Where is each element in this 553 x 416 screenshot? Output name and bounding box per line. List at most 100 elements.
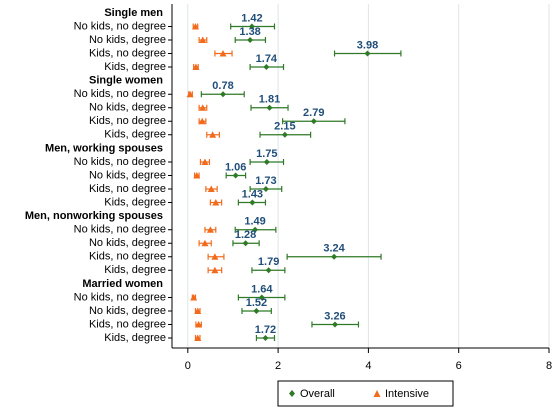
point (252, 226, 259, 233)
error-bar (207, 253, 225, 260)
legend-label: Intensive (385, 388, 429, 400)
error-bar (209, 199, 223, 206)
error-bar (282, 118, 346, 125)
y-tick-label: No kids, no degree (74, 156, 166, 168)
error-bar (198, 104, 208, 111)
point (331, 253, 338, 260)
error-bar (225, 172, 247, 179)
point (207, 185, 215, 192)
value-label: 2.15 (274, 121, 295, 133)
error-bar (255, 335, 276, 341)
y-tick-label: Kids, degree (104, 332, 166, 344)
x-tick-label: 4 (365, 360, 371, 372)
point (199, 36, 207, 43)
y-tick-label: No kids, degree (89, 169, 166, 181)
y-tick-label: No kids, no degree (74, 291, 166, 303)
point (263, 64, 270, 70)
error-bar (230, 23, 276, 30)
point (262, 186, 269, 192)
legend-label: Overall (300, 388, 335, 400)
error-bar (205, 185, 218, 192)
value-label: 1.73 (255, 175, 276, 187)
legend-marker (373, 390, 381, 397)
point (364, 50, 371, 57)
point (201, 158, 209, 165)
error-bar (251, 267, 286, 274)
y-tick-label: Kids, no degree (89, 47, 166, 59)
error-bar (207, 266, 223, 274)
error-bar (249, 159, 285, 165)
x-tick-label: 0 (185, 360, 191, 372)
point (199, 104, 207, 111)
y-tick-label: No kids, no degree (74, 20, 166, 32)
group-header: Single men (104, 7, 163, 19)
y-tick-label: Kids, degree (104, 264, 166, 276)
error-bar (249, 64, 285, 70)
error-bar (200, 91, 245, 98)
point (198, 117, 206, 125)
value-label: 1.52 (246, 297, 267, 309)
error-bar (204, 226, 217, 233)
legend-box (277, 380, 454, 407)
point (194, 334, 202, 341)
error-bar (311, 321, 360, 328)
value-label: 1.49 (244, 216, 265, 228)
error-bar (198, 239, 212, 247)
value-label: 1.43 (242, 188, 263, 200)
error-bar (191, 23, 199, 30)
point (195, 321, 203, 328)
error-bar (186, 90, 194, 98)
point (192, 63, 200, 70)
error-bar (198, 117, 207, 125)
error-bar (190, 294, 198, 301)
group-header: Married women (82, 278, 163, 290)
point (310, 118, 317, 125)
point (253, 308, 260, 314)
error-bar (192, 63, 200, 70)
point (191, 23, 199, 30)
point (262, 335, 269, 341)
y-tick-label: No kids, degree (89, 237, 166, 249)
group-header: Single women (89, 75, 163, 87)
point (242, 240, 249, 247)
y-tick-label: Kids, degree (104, 61, 166, 73)
error-bar (194, 334, 202, 341)
value-label: 2.79 (303, 107, 324, 119)
group-header: Men, nonworking spouses (25, 210, 163, 222)
point (194, 307, 202, 314)
y-tick-label: Kids, no degree (89, 318, 166, 330)
error-bar (250, 104, 289, 111)
point (193, 172, 201, 179)
x-tick-label: 8 (546, 360, 552, 372)
point (201, 239, 209, 247)
point (331, 321, 338, 328)
point (209, 131, 217, 138)
error-bar (232, 240, 260, 247)
value-label: 1.74 (256, 53, 278, 65)
error-bar (199, 158, 211, 165)
error-bar (237, 199, 267, 206)
error-bar (259, 131, 312, 138)
error-bar (198, 36, 208, 43)
y-tick-label: Kids, no degree (89, 183, 166, 195)
y-tick-label: No kids, degree (89, 34, 166, 46)
point (186, 90, 194, 98)
x-tick-label: 2 (275, 360, 281, 372)
point (211, 253, 219, 260)
y-tick-label: No kids, degree (89, 102, 166, 114)
x-tick-label: 6 (456, 360, 462, 372)
error-bar (234, 226, 277, 233)
point (190, 294, 198, 301)
error-bar (195, 321, 203, 328)
y-tick-label: No kids, degree (89, 305, 166, 317)
value-label: 1.38 (239, 26, 260, 38)
y-tick-label: Kids, no degree (89, 115, 166, 127)
value-label: 1.72 (255, 324, 276, 336)
point (248, 23, 255, 30)
error-bar (237, 294, 286, 301)
error-bar (333, 50, 402, 57)
value-label: 1.64 (251, 283, 273, 295)
point (263, 159, 270, 165)
value-label: 1.42 (241, 12, 262, 24)
